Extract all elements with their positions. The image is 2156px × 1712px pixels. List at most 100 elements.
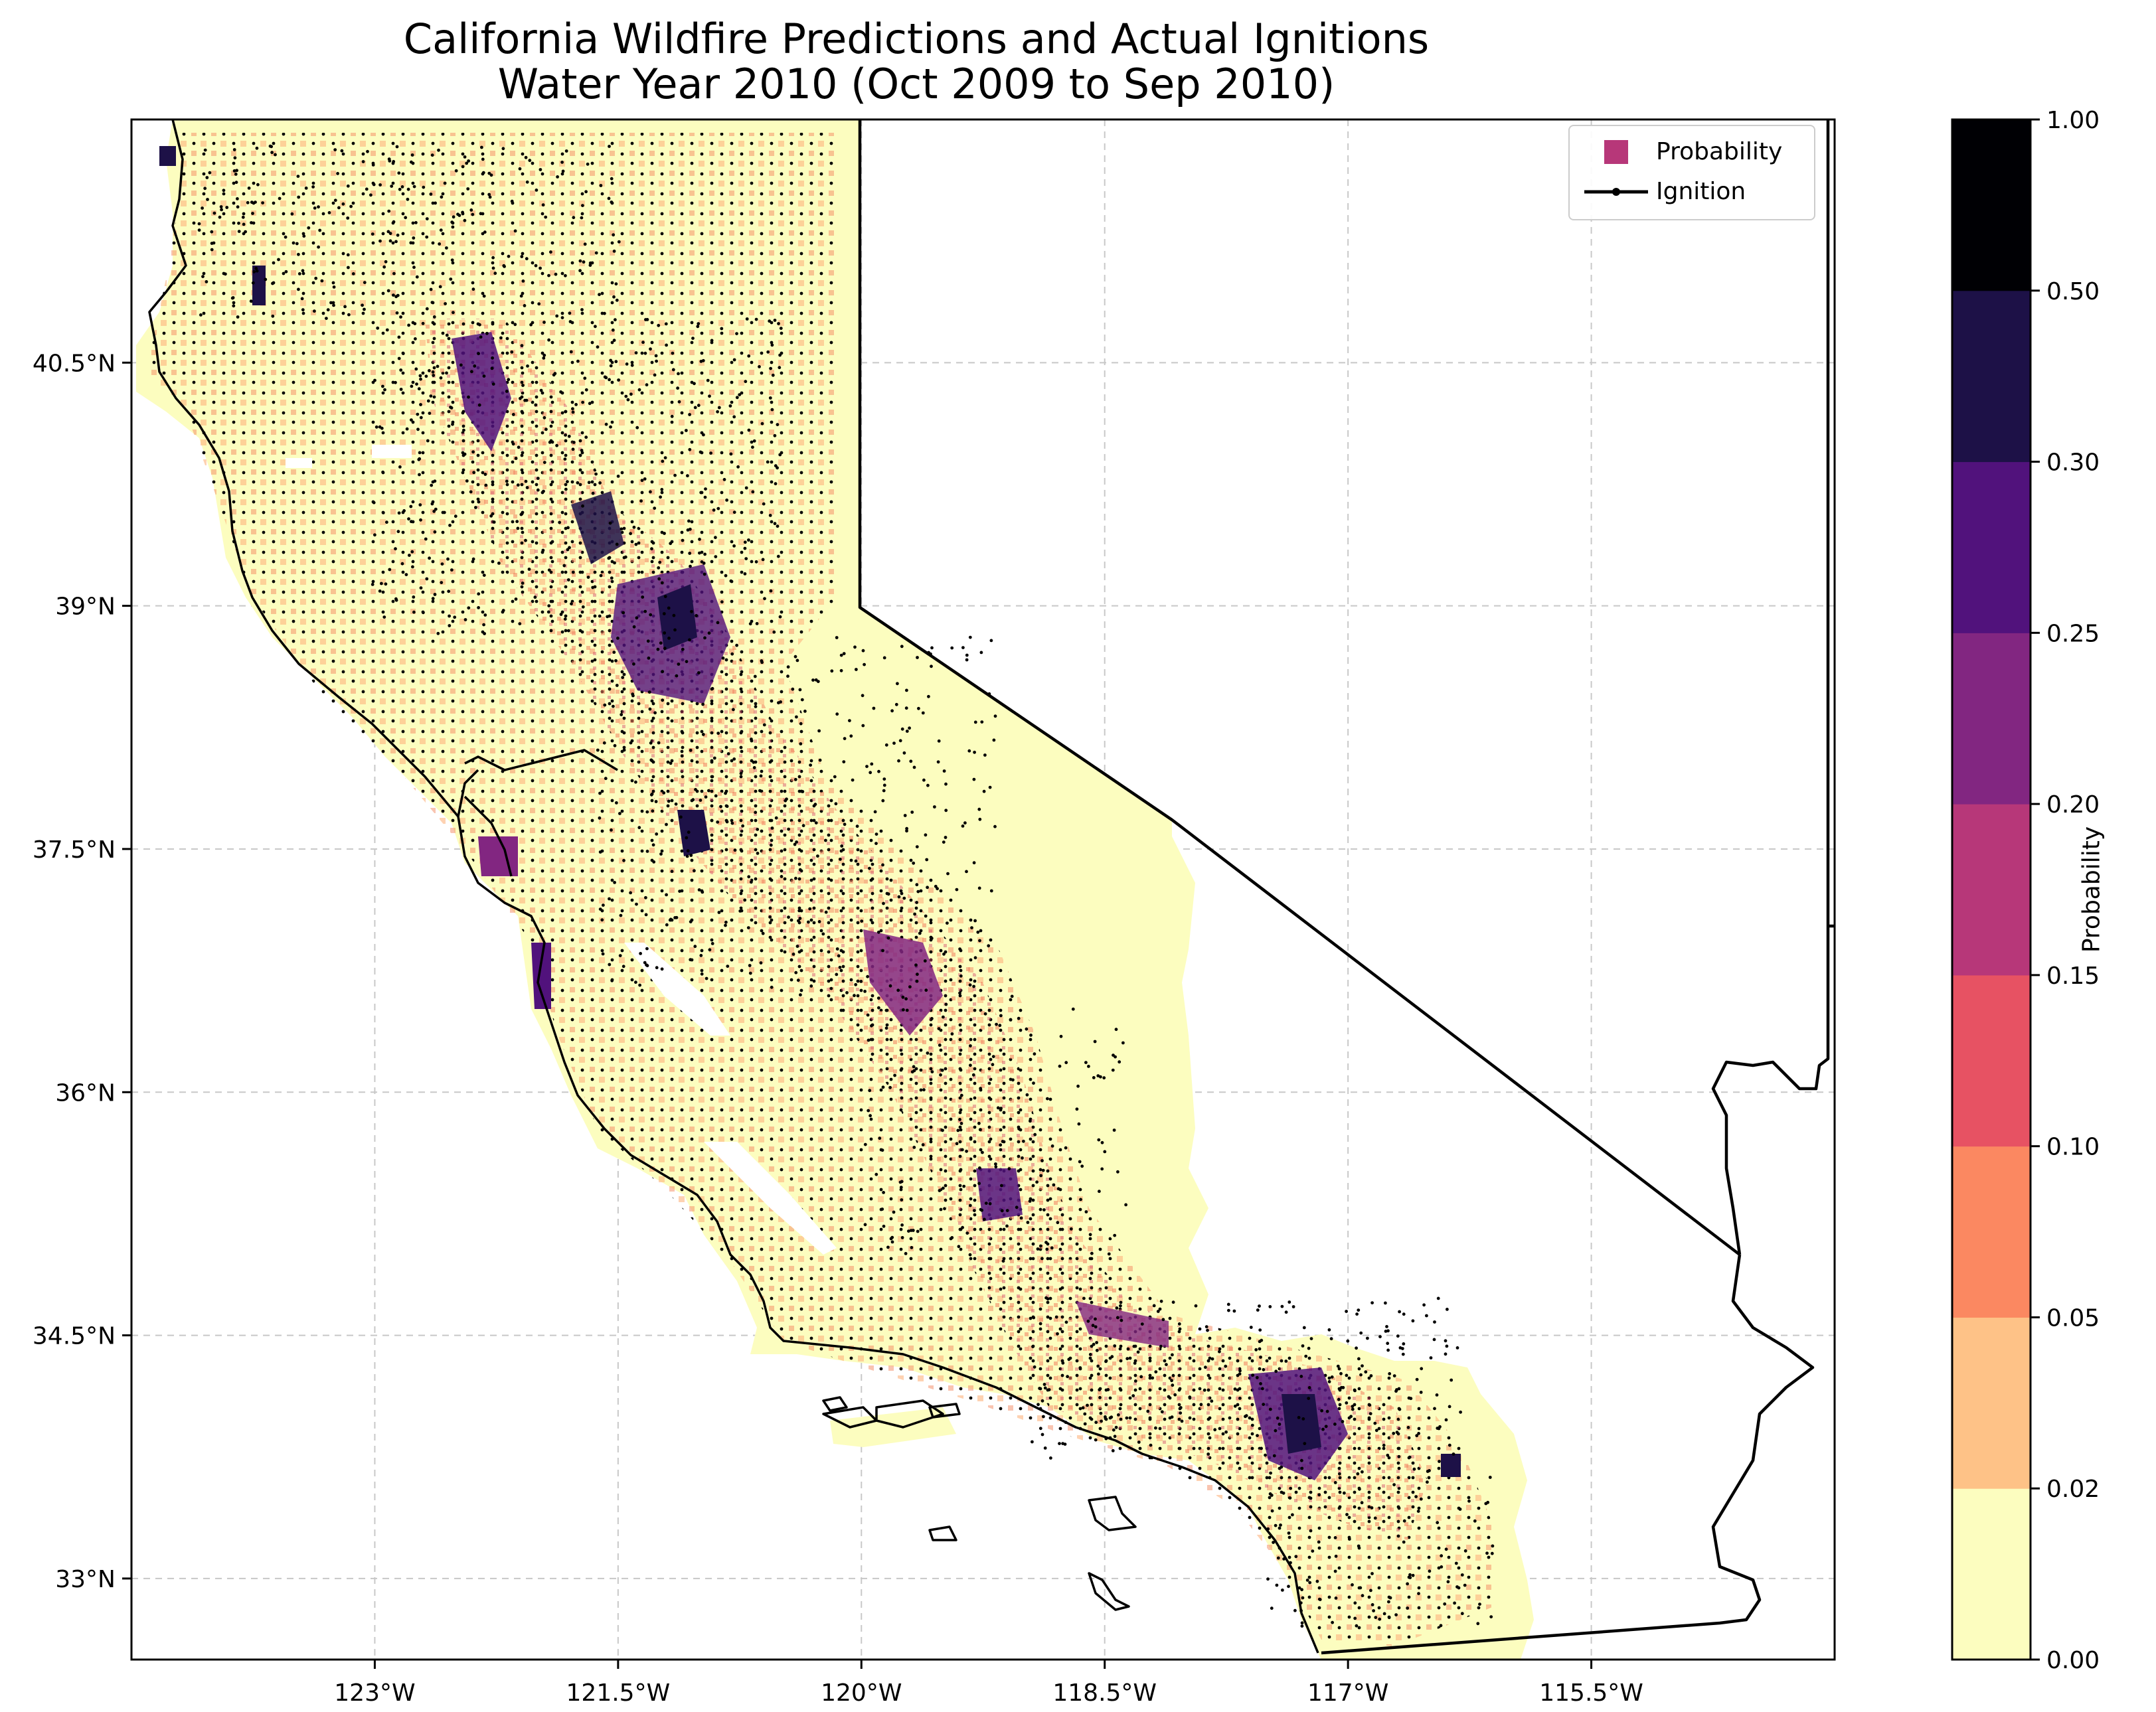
ignition-point [392, 220, 396, 224]
ignition-point [655, 832, 659, 836]
ignition-point [425, 235, 429, 239]
ignition-point [629, 741, 633, 745]
ignition-point [1463, 1549, 1467, 1553]
ignition-point [647, 690, 651, 694]
ignition-point [1266, 1527, 1270, 1531]
ignition-point [346, 184, 350, 188]
colorbar-bin [1952, 1317, 2031, 1489]
ignition-point [1075, 1107, 1079, 1111]
ignition-point [1426, 1480, 1429, 1484]
ignition-point [513, 229, 517, 233]
ignition-point [549, 250, 552, 254]
ignition-point [300, 297, 304, 301]
ignition-point [402, 509, 406, 512]
ignition-point [972, 861, 976, 865]
ignition-point [776, 466, 779, 470]
ignition-point [489, 514, 493, 518]
ignition-point [1206, 1328, 1209, 1332]
ignition-point [1357, 1308, 1361, 1312]
ignition-point [697, 888, 701, 892]
ignition-point [753, 674, 757, 678]
ignition-point [1422, 1303, 1426, 1307]
ignition-point [1378, 1617, 1382, 1621]
ignition-point [1042, 1383, 1046, 1386]
ignition-point [1088, 1233, 1092, 1237]
ignition-point [426, 399, 430, 403]
ignition-point [224, 272, 227, 276]
ignition-point [720, 600, 724, 604]
ignition-point [612, 339, 616, 343]
ignition-point [456, 212, 459, 216]
ignition-point [560, 161, 564, 164]
ignition-point [691, 337, 695, 340]
ignition-point [922, 1088, 926, 1092]
ignition-point [1041, 1168, 1045, 1172]
ignition-point [304, 187, 308, 190]
ignition-point [418, 503, 422, 506]
ignition-point [246, 200, 250, 204]
ignition-point [1096, 1074, 1100, 1077]
ignition-point [1238, 1372, 1242, 1376]
ignition-point [588, 264, 592, 267]
ignition-point [571, 410, 575, 414]
ignition-point [583, 242, 587, 246]
ignition-point [770, 408, 774, 412]
ignition-point [301, 269, 305, 273]
ignition-point [898, 739, 902, 743]
ignition-point [944, 836, 948, 839]
ignition-point [671, 351, 675, 355]
ignition-point [602, 741, 606, 745]
ignition-point [867, 1109, 871, 1113]
ignition-point [615, 801, 618, 805]
ignition-point [1146, 1409, 1150, 1413]
ignition-point [671, 368, 675, 372]
ignition-point [950, 1236, 954, 1239]
ignition-point [902, 896, 906, 900]
ignition-point [327, 211, 331, 214]
ignition-point [655, 966, 659, 970]
ignition-point [1414, 1495, 1418, 1499]
ignition-point [917, 706, 920, 710]
ignition-point [1489, 1615, 1493, 1619]
ignition-point [1478, 1602, 1481, 1606]
ignition-point [466, 187, 470, 191]
ignition-point [1171, 1383, 1175, 1387]
ignition-point [1288, 1496, 1292, 1500]
ignition-point [1467, 1499, 1471, 1503]
ignition-point [787, 827, 790, 831]
ignition-point [902, 1008, 905, 1012]
ignition-point [1104, 1360, 1108, 1363]
ignition-point [507, 254, 511, 258]
ignition-point [405, 427, 409, 431]
ignition-point [440, 562, 444, 566]
ignition-point [1304, 1354, 1308, 1358]
ignition-point [1010, 994, 1014, 998]
ignition-point [969, 1063, 972, 1067]
ignition-point [965, 870, 968, 874]
ignition-point [225, 206, 229, 209]
ignition-point [685, 836, 689, 840]
ignition-point [613, 561, 616, 565]
ignition-point [1011, 1078, 1015, 1082]
ignition-point [707, 789, 710, 793]
ignition-point [1411, 1573, 1415, 1577]
ignition-point [608, 963, 612, 967]
ignition-point [558, 520, 562, 524]
ignition-point [717, 406, 721, 410]
ignition-point [1100, 1140, 1104, 1144]
ignition-point [905, 688, 908, 692]
ignition-point [349, 204, 353, 208]
ignition-point [347, 313, 351, 317]
ignition-point [576, 481, 580, 485]
ignition-point [673, 628, 677, 632]
ignition-point [555, 443, 558, 447]
ignition-point [670, 414, 674, 418]
ignition-point [1017, 1127, 1021, 1130]
ignition-point [607, 196, 611, 200]
ignition-point [1301, 1344, 1305, 1348]
ignition-point [477, 606, 480, 609]
ignition-point [908, 726, 911, 730]
ignition-point [882, 901, 885, 905]
ignition-point [1082, 1296, 1086, 1300]
ignition-point [580, 449, 584, 452]
